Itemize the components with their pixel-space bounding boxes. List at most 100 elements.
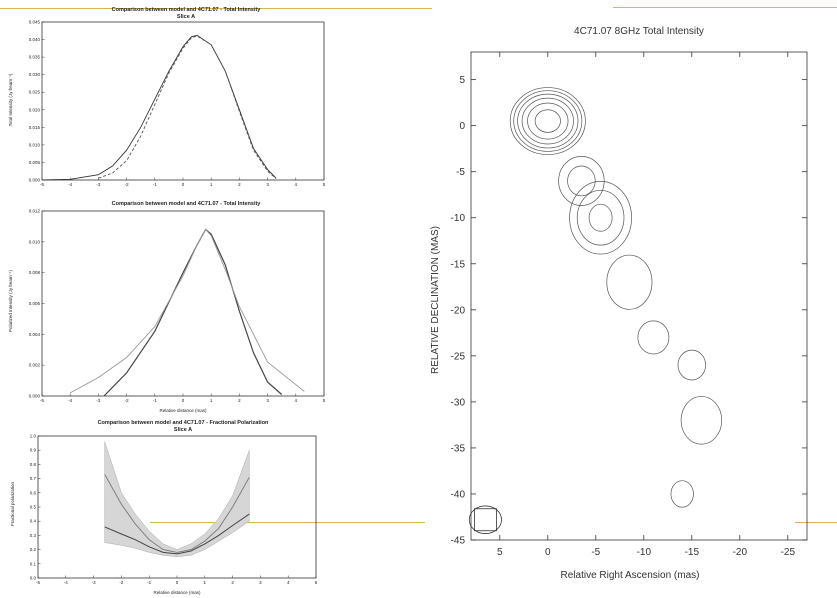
y-tick-label: -10	[451, 213, 466, 224]
contour-line	[637, 320, 670, 355]
y-axis-label: Total Intensity (Jy beam⁻¹)	[8, 73, 13, 126]
x-tick-label: 5	[497, 547, 503, 558]
contour-line	[527, 102, 569, 140]
y-tick-label: -25	[451, 351, 466, 362]
y-tick-label: 0.035	[29, 55, 41, 60]
series-line-dashed	[98, 35, 277, 179]
series-line-observed	[104, 513, 250, 555]
x-tick-label: 3	[266, 182, 269, 187]
x-tick-label: 0	[545, 547, 551, 558]
y-axis-label: Polarized Intensity (Jy beam⁻¹)	[8, 270, 13, 332]
contour-line	[513, 90, 583, 152]
plot-frame	[470, 51, 808, 541]
x-tick-label: 3	[266, 398, 269, 403]
y-tick-label: -20	[451, 305, 466, 316]
series-line-model	[104, 474, 250, 553]
contour-line	[569, 181, 632, 255]
x-tick-label: 0	[176, 580, 179, 585]
y-tick-label: 0.025	[29, 90, 41, 95]
axis-ticks: -5 -4 -3 -2 -1 0 1 2 3 4 5 0.0 0.1 0.2 0.3 0.4 0.5 0.6 0.7…	[30, 434, 318, 586]
y-tick-label: 1.0	[30, 434, 37, 439]
y-tick-label: 0.020	[29, 107, 41, 112]
map-title: 4C71.07 8GHz Total Intensity	[574, 26, 704, 37]
bottom-left-accent-rule	[150, 522, 425, 523]
uncertainty-band	[104, 441, 250, 557]
y-tick-label: 0.8	[30, 462, 37, 467]
contour-line	[576, 189, 625, 246]
contour-line	[534, 109, 561, 133]
x-tick-label: 1	[210, 398, 213, 403]
x-tick-label: -2	[125, 182, 129, 187]
x-tick-label: 1	[210, 182, 213, 187]
y-tick-label: 0.000	[29, 394, 41, 399]
contour-line	[670, 480, 694, 508]
beam-box	[474, 508, 497, 532]
y-tick-label: 0.040	[29, 37, 41, 42]
plot-frame	[41, 210, 325, 397]
y-tick-label: -35	[451, 443, 466, 454]
y-axis-label: RELATIVE DECLINATION (MAS)	[430, 226, 441, 374]
y-tick-label: 0.1	[30, 561, 37, 566]
chart-title: Comparison between model and 4C71.07 - T…	[112, 201, 262, 207]
y-tick-label: 0.015	[29, 125, 41, 130]
contour-line	[509, 87, 586, 155]
y-tick-label: 5	[459, 75, 465, 86]
x-tick-label: 3	[259, 580, 262, 585]
bottom-right-accent-rule	[795, 522, 837, 523]
contour-line	[567, 165, 596, 197]
x-tick-label: -10	[637, 547, 652, 558]
contour-line	[558, 155, 605, 206]
plot-frame	[41, 21, 325, 181]
chart-title: Comparison between model and 4C71.07 - F…	[98, 420, 269, 426]
contour-layer	[509, 87, 723, 508]
y-tick-label: 0.2	[30, 547, 37, 552]
y-tick-label: 0.005	[29, 160, 41, 165]
chart-subtitle: Slice A	[174, 427, 192, 433]
x-tick-label: -15	[685, 547, 700, 558]
beam-ellipse	[468, 505, 502, 534]
x-tick-label: -25	[781, 547, 796, 558]
series-layer	[69, 228, 305, 397]
contour-line	[606, 254, 653, 310]
chart-title: Comparison between model and 4C71.07 - T…	[112, 7, 262, 13]
y-tick-label: 0.5	[30, 505, 37, 510]
contour-line	[677, 349, 706, 381]
x-tick-label: -4	[68, 182, 72, 187]
x-tick-label: 0	[182, 182, 185, 187]
y-tick-label: 0.4	[30, 519, 37, 524]
chart-subtitle: Slice A	[177, 14, 195, 20]
x-tick-label: 1	[204, 580, 207, 585]
x-tick-label: -3	[96, 398, 100, 403]
y-tick-label: 0.9	[30, 448, 37, 453]
x-tick-label: 5	[323, 398, 326, 403]
x-tick-label: 5	[315, 580, 318, 585]
contour-line	[588, 203, 613, 232]
y-tick-label: -15	[451, 259, 466, 270]
x-axis-label: Relative Right Ascension (mas)	[561, 570, 700, 581]
contour-line	[517, 93, 579, 149]
y-tick-label: 0.0	[30, 576, 37, 581]
y-tick-label: 0.008	[29, 270, 41, 275]
x-tick-label: -5	[36, 580, 40, 585]
x-tick-label: 4	[295, 398, 298, 403]
x-tick-label: 4	[295, 182, 298, 187]
axis-ticks: 5 0 -5 -10 -15 -20 -25 5 0 -5 -10 -15 -20 -25 -30 -35 -4…	[451, 52, 807, 558]
total-intensity-chart: Comparison between model and 4C71.07 - T…	[8, 7, 326, 187]
x-tick-label: 2	[231, 580, 234, 585]
x-tick-label: -2	[125, 398, 129, 403]
vlbi-contour-map: 4C71.07 8GHz Total Intensity RELATIVE DE…	[430, 26, 808, 581]
beam-layer	[468, 505, 502, 534]
series-layer	[104, 441, 250, 557]
x-axis-label: Relative distance (mas)	[153, 590, 201, 595]
series-line-solid-light	[69, 228, 305, 394]
x-tick-label: -5	[40, 182, 44, 187]
y-tick-label: 0.7	[30, 476, 37, 481]
series-line-solid-dark	[103, 228, 283, 397]
x-tick-label: -3	[92, 580, 96, 585]
x-tick-label: -5	[591, 547, 600, 558]
y-axis-label: Fractional polarization	[10, 481, 15, 526]
y-tick-label: -30	[451, 397, 466, 408]
x-tick-label: 4	[287, 580, 290, 585]
y-tick-label: 0.004	[29, 332, 41, 337]
x-axis-label: Relative distance (mas)	[159, 408, 207, 413]
